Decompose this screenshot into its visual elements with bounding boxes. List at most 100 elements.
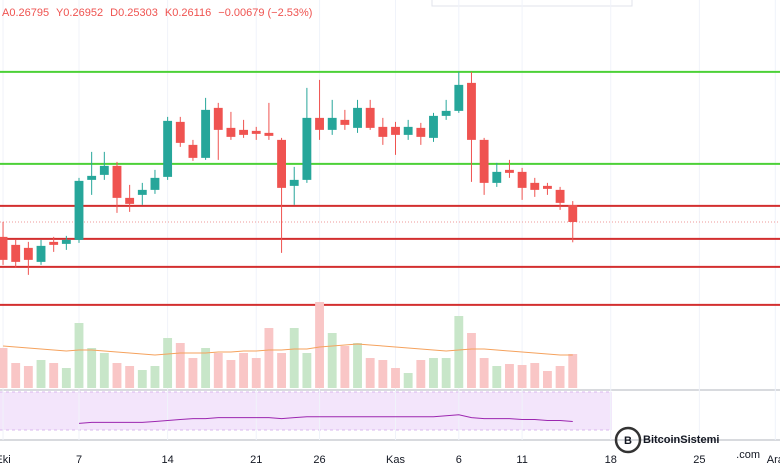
time-axis: Eki 7 14 21 26 Kas 6 11 18 25 Ara: [0, 454, 780, 466]
volume-bar: [365, 358, 375, 388]
volume-bar: [441, 358, 451, 388]
x-tick-label: 26: [313, 454, 325, 466]
rsi-line: [78, 414, 573, 424]
volume-bar: [289, 328, 299, 388]
x-tick-label: Ara: [767, 454, 780, 466]
x-tick-label: 7: [76, 454, 82, 466]
candle-body: [467, 82, 476, 140]
rsi-pane: [78, 414, 573, 424]
candle-body: [137, 189, 147, 195]
volume-bar: [327, 333, 337, 388]
volume-bar: [479, 358, 489, 388]
volume-bar: [530, 363, 540, 388]
x-tick-label: Eki: [0, 454, 11, 466]
volume-bar: [188, 358, 198, 388]
volume-bar: [517, 365, 527, 388]
legend-low: D0.25303: [110, 7, 158, 19]
watermark-text: BitcoinSistemi: [643, 434, 719, 446]
candle-body: [36, 245, 46, 262]
volume-bar: [125, 366, 135, 388]
candle-body: [429, 115, 438, 138]
volume-bar: [391, 368, 400, 388]
legend-open: A0.26795: [2, 7, 49, 19]
candle-body: [555, 189, 565, 203]
candle-body: [188, 144, 198, 158]
legend: A0.26795 Y0.26952 D0.25303 K0.26116 −0.0…: [2, 7, 312, 19]
volume-bar: [163, 338, 173, 388]
volume-bar: [23, 366, 33, 388]
x-tick-label: 18: [605, 454, 617, 466]
candle-body: [454, 84, 464, 111]
volume-bar: [454, 316, 464, 388]
volume-bar: [340, 346, 350, 388]
volume-bar: [429, 358, 438, 388]
volume-bar: [251, 358, 261, 388]
candle-body: [441, 110, 451, 116]
volume-bar: [467, 333, 476, 388]
x-tick-label: 6: [456, 454, 462, 466]
candle-body: [23, 247, 33, 260]
candle-body: [403, 126, 413, 135]
candle-body: [277, 139, 286, 188]
x-tick-label: 11: [516, 454, 527, 466]
volume-bar: [49, 363, 59, 388]
watermark-icon-letter: B: [624, 435, 632, 447]
candle-body: [99, 165, 109, 175]
x-tick-label: 21: [250, 454, 262, 466]
volume-bar: [542, 371, 552, 388]
candle-body: [517, 171, 527, 188]
candle-body: [213, 107, 223, 130]
popup-edge: [431, 0, 633, 7]
watermark: B BitcoinSistemi .com: [614, 426, 760, 461]
candle-body: [327, 117, 337, 130]
volume-bar: [150, 366, 160, 388]
candle-body: [226, 127, 236, 137]
legend-change: −0.00679 (−2.53%): [218, 7, 312, 19]
volume-bar: [175, 343, 185, 388]
volume-pane: [0, 302, 578, 388]
candle-body: [353, 107, 362, 128]
volume-bar: [213, 353, 223, 388]
candle-body: [568, 205, 578, 222]
candle-body: [251, 130, 261, 134]
candle-body: [112, 165, 122, 198]
volume-bar: [492, 366, 502, 388]
candle-body: [239, 129, 249, 135]
volume-bar: [315, 302, 324, 388]
candle-body: [264, 132, 274, 136]
candle-body: [87, 175, 97, 180]
watermark-sub: .com: [736, 449, 760, 461]
candle-body: [530, 182, 540, 190]
candle-body: [505, 169, 514, 173]
volume-bar: [568, 354, 578, 388]
volume-bar: [226, 360, 236, 388]
volume-bar: [378, 360, 388, 388]
volume-ma-line: [2, 343, 573, 356]
volume-bar: [239, 353, 249, 388]
candle-body: [416, 127, 426, 137]
volume-bar: [353, 343, 362, 388]
candle-body: [150, 177, 160, 190]
candle-body: [175, 121, 185, 143]
x-tick-label: 14: [161, 454, 173, 466]
candle-body: [125, 197, 135, 204]
candle-body: [0, 236, 8, 260]
volume-bar: [11, 363, 21, 388]
volume-bar: [74, 323, 84, 388]
volume-bar: [36, 360, 46, 388]
candle-body: [340, 119, 350, 125]
volume-bar: [555, 366, 565, 388]
candle-body: [302, 117, 312, 180]
candle-body: [365, 107, 375, 128]
volume-bar: [87, 348, 97, 388]
candle-body: [315, 117, 324, 130]
volume-bar: [61, 368, 71, 388]
legend-close: K0.26116: [165, 7, 211, 19]
volume-bar: [264, 328, 274, 388]
candle-body: [542, 185, 552, 189]
volume-bar: [99, 353, 109, 388]
volume-bar: [403, 373, 413, 388]
volume-bar: [112, 363, 122, 388]
